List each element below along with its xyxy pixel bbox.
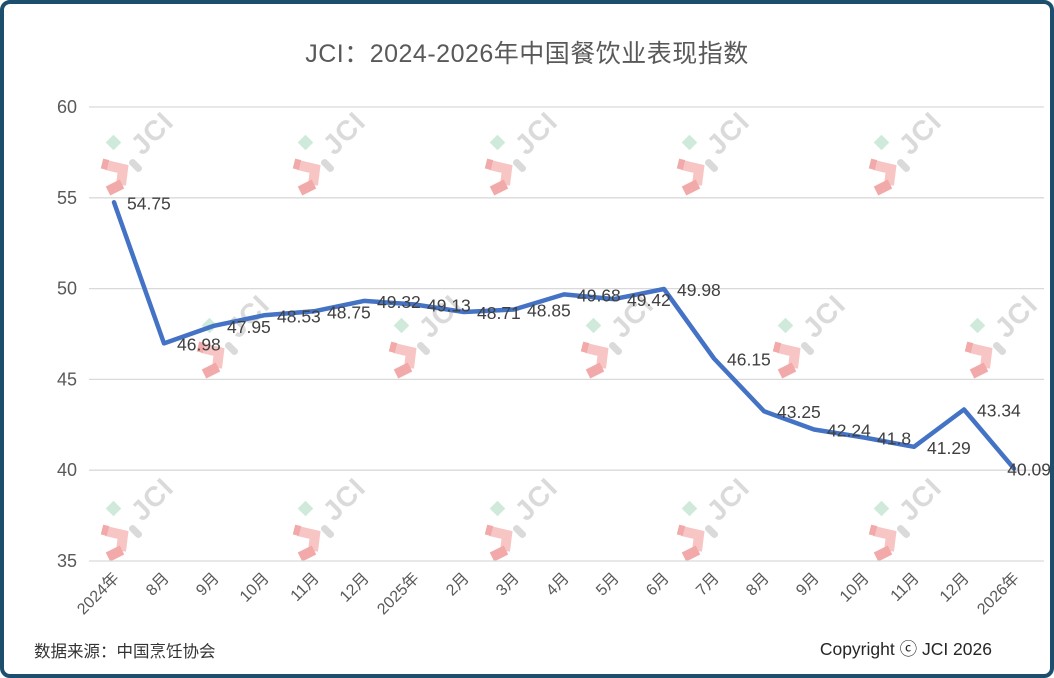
x-axis-tick-label: 6月 (643, 570, 673, 600)
x-axis-tick-label: 3月 (493, 570, 523, 600)
copyright-label: Copyright ⓒ JCI 2026 (819, 639, 992, 659)
data-label: 43.34 (977, 401, 1021, 421)
data-source-label: 数据来源：中国烹饪协会 (34, 643, 216, 661)
data-label: 49.32 (377, 292, 421, 312)
data-label: 49.42 (627, 290, 671, 310)
x-axis-tick-label: 9月 (193, 570, 223, 600)
series-line (111, 200, 1017, 471)
y-axis-tick-label: 60 (57, 97, 77, 117)
data-label: 48.53 (277, 306, 321, 326)
data-label: 40.09 (1007, 460, 1051, 480)
data-label: 46.15 (727, 350, 771, 370)
x-axis-tick-label: 2024年 (74, 569, 123, 618)
x-axis-tick-label: 11月 (288, 570, 323, 605)
x-axis-tick-label: 8月 (143, 570, 173, 600)
y-axis-tick-label: 40 (57, 460, 77, 480)
data-label: 49.98 (677, 280, 721, 300)
data-label: 48.71 (477, 303, 521, 323)
data-label: 49.13 (427, 295, 471, 315)
x-axis-tick-label: 8月 (743, 570, 773, 600)
data-label: 41.29 (927, 438, 971, 458)
y-axis-tick-label: 50 (57, 279, 77, 299)
chart-title: JCI：2024-2026年中国餐饮业表现指数 (305, 40, 749, 68)
data-label: 47.95 (227, 317, 271, 337)
x-axis-tick-label: 12月 (337, 570, 373, 606)
data-label: 41.8 (877, 429, 911, 449)
x-axis-tick-label: 4月 (543, 570, 573, 600)
x-axis-tick-label: 10月 (237, 570, 273, 606)
y-axis-tick-label: 45 (57, 369, 77, 389)
x-axis-tick-label: 7月 (693, 570, 723, 600)
x-axis-tick-label: 12月 (937, 570, 973, 606)
data-label: 42.24 (827, 421, 871, 441)
x-axis-tick-label: 2025年 (374, 569, 423, 618)
y-axis-tick-label: 35 (57, 551, 77, 571)
data-label: 48.75 (327, 302, 371, 322)
y-axis-tick-label: 55 (57, 188, 77, 208)
x-axis-tick-label: 9月 (793, 570, 823, 600)
data-label: 49.68 (577, 285, 621, 305)
data-label: 46.98 (177, 334, 221, 354)
x-axis-tick-label: 2026年 (974, 569, 1023, 618)
x-axis-tick-label: 5月 (593, 570, 623, 600)
data-label: 48.85 (527, 300, 571, 320)
data-label: 54.75 (127, 193, 171, 213)
x-axis-tick-label: 10月 (837, 570, 873, 606)
x-axis-tick-label: 11月 (888, 570, 923, 605)
x-axis-tick-label: 2月 (443, 570, 473, 600)
data-label: 43.25 (777, 402, 821, 422)
